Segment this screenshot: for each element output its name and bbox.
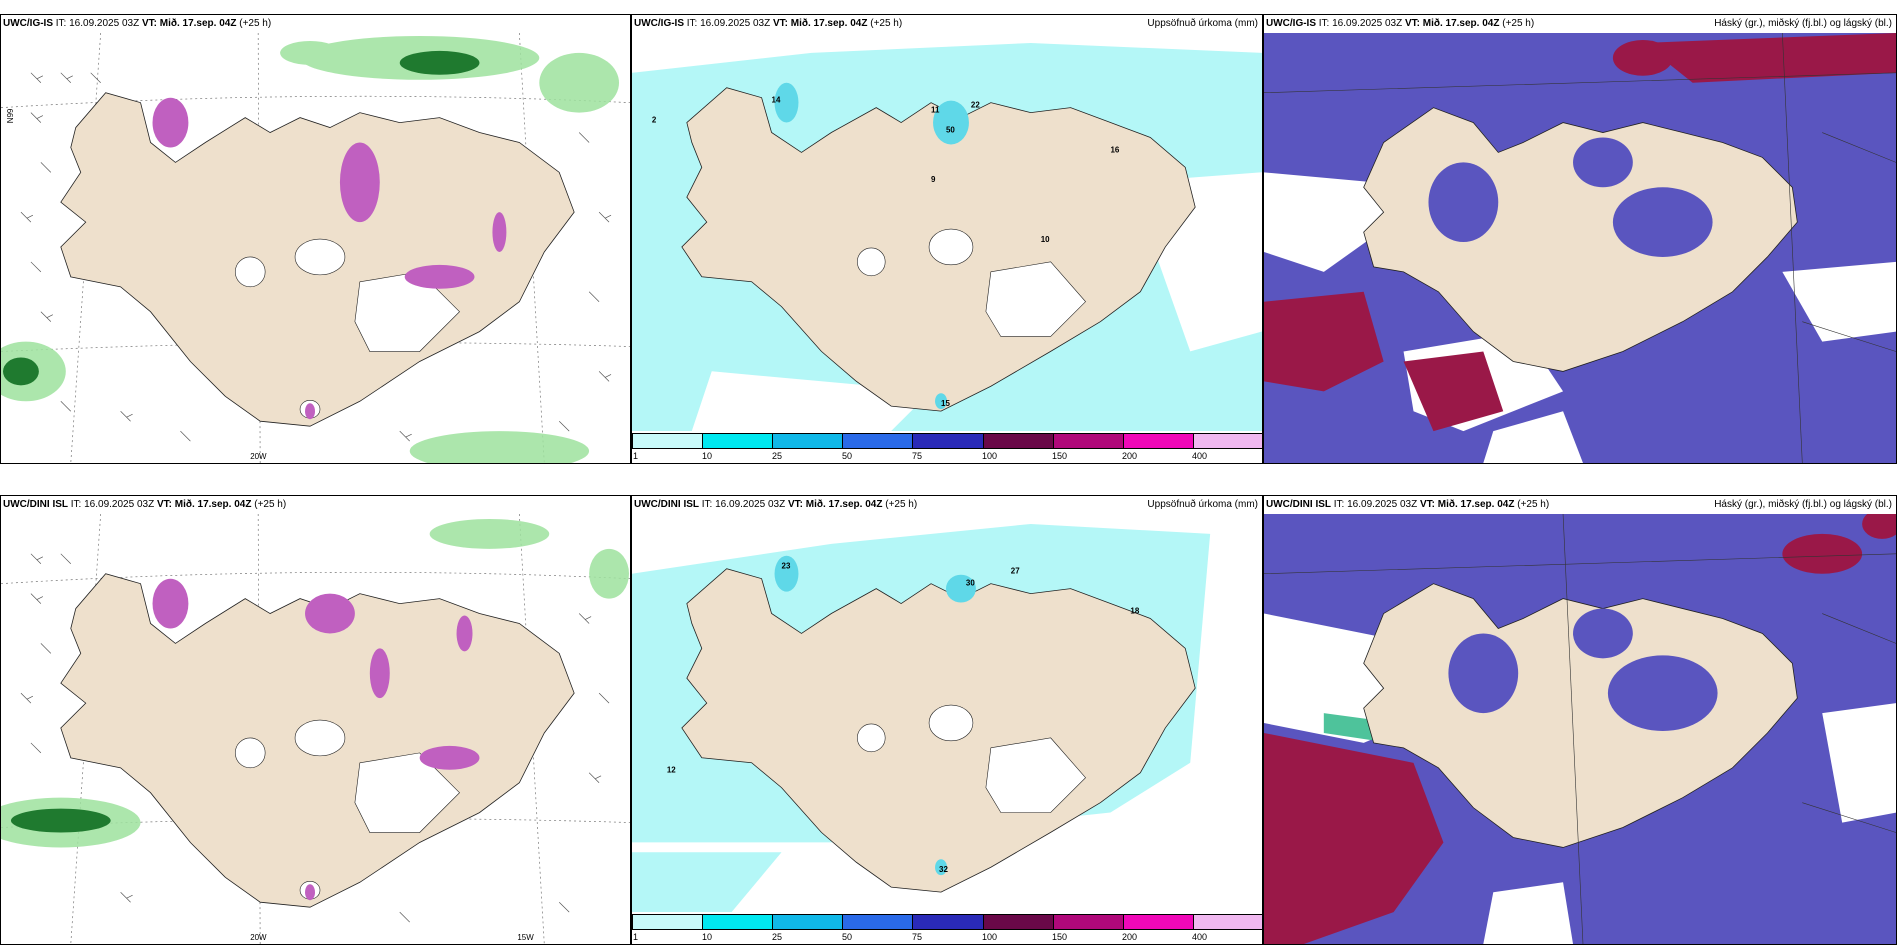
- precip-map-panel-top: UWC/IG-IS IT: 16.09.2025 03Z VT: Mið. 17…: [631, 14, 1263, 464]
- precip-colorbar: [632, 914, 1262, 930]
- wind-map-panel-top: UWC/IG-IS IT: 16.09.2025 03Z VT: Mið. 17…: [0, 14, 631, 464]
- svg-text:18: 18: [1130, 607, 1139, 616]
- cloud-title: Háský (gr.), miðský (fj.bl.) og lágský (…: [1714, 18, 1892, 29]
- precip-title: Uppsöfnuð úrkoma (mm): [1147, 499, 1258, 510]
- colorbar-seg: [1123, 915, 1194, 929]
- svg-text:22: 22: [971, 101, 980, 110]
- panel-header: UWC/IG-IS IT: 16.09.2025 03Z VT: Mið. 17…: [634, 18, 903, 29]
- panel-header: UWC/IG-IS IT: 16.09.2025 03Z VT: Mið. 17…: [1266, 18, 1535, 29]
- colorbar-seg: [983, 434, 1054, 448]
- panel-header: UWC/DINI ISL IT: 16.09.2025 03Z VT: Mið.…: [3, 499, 287, 510]
- colorbar-seg: [633, 915, 704, 929]
- lat-label: 66N: [5, 109, 14, 124]
- colorbar-ticks: 1 10 25 50 75 100 150 200 400: [633, 451, 1208, 461]
- svg-text:2: 2: [652, 116, 657, 125]
- panel-header: UWC/DINI ISL IT: 16.09.2025 03Z VT: Mið.…: [634, 499, 918, 510]
- lon-label: 20W: [250, 933, 267, 942]
- panel-header: UWC/IG-IS IT: 16.09.2025 03Z VT: Mið. 17…: [3, 18, 272, 29]
- svg-text:30: 30: [966, 579, 975, 588]
- precip-colorbar: [632, 433, 1262, 449]
- cloud-title: Háský (gr.), miðský (fj.bl.) og lágský (…: [1714, 499, 1892, 510]
- cloud-map-panel-bottom: UWC/DINI ISL IT: 16.09.2025 03Z VT: Mið.…: [1263, 495, 1897, 945]
- cloud-map: [1264, 33, 1896, 463]
- lon-label-2: 15W: [517, 933, 534, 942]
- panel-header: UWC/DINI ISL IT: 16.09.2025 03Z VT: Mið.…: [1266, 499, 1550, 510]
- svg-text:9: 9: [931, 175, 936, 184]
- wind-map: 20W 15W: [1, 514, 630, 944]
- colorbar-seg: [983, 915, 1054, 929]
- colorbar-seg: [773, 915, 844, 929]
- colorbar-seg: [1193, 434, 1262, 448]
- colorbar-seg: [1123, 434, 1194, 448]
- lon-label: 20W: [250, 452, 267, 461]
- colorbar-seg: [703, 915, 774, 929]
- colorbar-seg: [843, 434, 914, 448]
- cloud-map-panel-top: UWC/IG-IS IT: 16.09.2025 03Z VT: Mið. 17…: [1263, 14, 1897, 464]
- wind-map-panel-bottom: UWC/DINI ISL IT: 16.09.2025 03Z VT: Mið.…: [0, 495, 631, 945]
- precip-map: 23 30 27 18 12 32: [632, 514, 1262, 912]
- colorbar-seg: [633, 434, 704, 448]
- svg-text:15: 15: [941, 399, 950, 408]
- colorbar-ticks: 1 10 25 50 75 100 150 200 400: [633, 932, 1208, 942]
- colorbar-seg: [773, 434, 844, 448]
- precip-map: 2 14 11 50 22 9 16 10 15: [632, 33, 1262, 431]
- svg-text:10: 10: [1041, 235, 1050, 244]
- precip-title: Uppsöfnuð úrkoma (mm): [1147, 18, 1258, 29]
- svg-text:16: 16: [1110, 145, 1119, 154]
- svg-text:12: 12: [667, 766, 676, 775]
- svg-text:32: 32: [939, 865, 948, 874]
- colorbar-seg: [1053, 434, 1124, 448]
- colorbar-seg: [913, 915, 984, 929]
- colorbar-seg: [843, 915, 914, 929]
- colorbar-seg: [913, 434, 984, 448]
- svg-text:14: 14: [772, 96, 781, 105]
- svg-text:23: 23: [782, 562, 791, 571]
- svg-text:11: 11: [931, 106, 940, 115]
- colorbar-seg: [1193, 915, 1262, 929]
- svg-text:27: 27: [1011, 567, 1020, 576]
- colorbar-seg: [703, 434, 774, 448]
- svg-text:50: 50: [946, 126, 955, 135]
- wind-map: 66N 20W: [1, 33, 630, 463]
- precip-map-panel-bottom: UWC/DINI ISL IT: 16.09.2025 03Z VT: Mið.…: [631, 495, 1263, 945]
- cloud-map: [1264, 514, 1896, 944]
- colorbar-seg: [1053, 915, 1124, 929]
